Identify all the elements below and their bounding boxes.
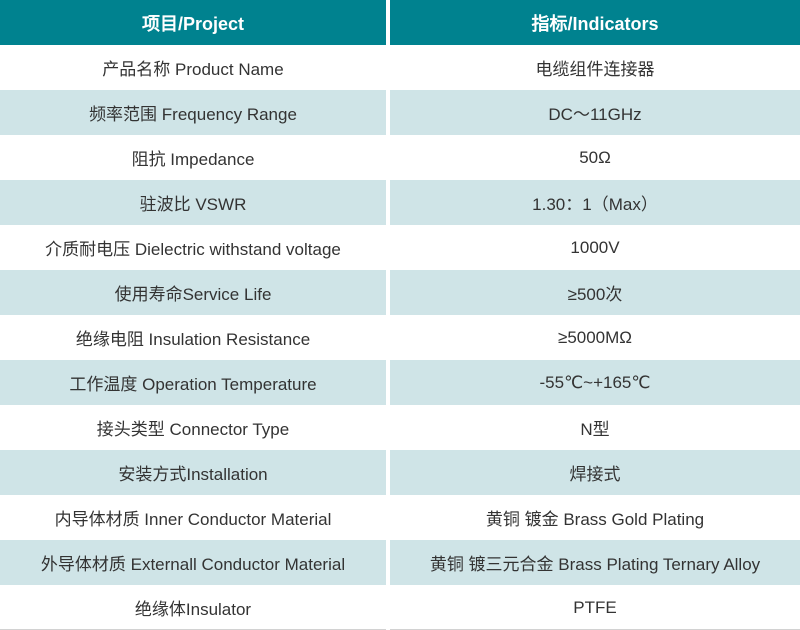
project-cell: 阻抗 Impedance: [0, 135, 390, 180]
table-row: 产品名称 Product Name 电缆组件连接器: [0, 45, 800, 90]
indicator-cell: 50Ω: [579, 147, 611, 167]
indicator-cell: 1.30：1（Max）: [390, 180, 800, 225]
table-row: 接头类型 Connector Type N型: [0, 405, 800, 450]
table-row: 绝缘电阻 Insulation Resistance ≥5000MΩ: [0, 315, 800, 360]
indicator-cell: 焊接式: [390, 450, 800, 495]
column-header-indicators: 指标/Indicators: [390, 0, 800, 45]
indicator-cell: N型: [580, 420, 610, 439]
indicator-cell: PTFE: [573, 597, 617, 617]
indicator-cell: DC～11GHz: [390, 90, 800, 135]
table-row: 使用寿命Service Life ≥500次: [0, 270, 800, 315]
table-row: 阻抗 Impedance 50Ω: [0, 135, 800, 180]
project-cell: 使用寿命Service Life: [0, 270, 390, 315]
indicator-cell: 1000V: [570, 237, 620, 257]
table-row: 驻波比 VSWR 1.30：1（Max）: [0, 180, 800, 225]
indicator-cell: -55℃~+165℃: [390, 360, 800, 405]
table-row: 内导体材质 Inner Conductor Material 黄铜 镀金 Bra…: [0, 495, 800, 540]
table-header: 项目/Project 指标/Indicators: [0, 0, 800, 45]
project-cell: 绝缘电阻 Insulation Resistance: [0, 315, 390, 360]
project-cell: 工作温度 Operation Temperature: [0, 360, 390, 405]
table-row: 绝缘体Insulator PTFE: [0, 585, 800, 630]
project-cell: 产品名称 Product Name: [0, 45, 390, 90]
table-row: 安装方式Installation 焊接式: [0, 450, 800, 495]
table-row: 频率范围 Frequency Range DC～11GHz: [0, 90, 800, 135]
column-header-project: 项目/Project: [0, 0, 390, 45]
project-cell: 驻波比 VSWR: [0, 180, 390, 225]
table-body: 产品名称 Product Name 电缆组件连接器 频率范围 Frequency…: [0, 45, 800, 630]
indicator-cell: ≥5000MΩ: [557, 327, 633, 347]
project-cell: 内导体材质 Inner Conductor Material: [0, 495, 390, 540]
project-cell: 接头类型 Connector Type: [0, 405, 390, 450]
project-cell: 频率范围 Frequency Range: [0, 90, 390, 135]
indicator-cell: 黄铜 镀金 Brass Gold Plating: [485, 510, 705, 529]
table-row: 工作温度 Operation Temperature -55℃~+165℃: [0, 360, 800, 405]
project-cell: 介质耐电压 Dielectric withstand voltage: [0, 225, 390, 270]
table-row: 介质耐电压 Dielectric withstand voltage 1000V: [0, 225, 800, 270]
indicator-cell: ≥500次: [390, 270, 800, 315]
project-cell: 安装方式Installation: [0, 450, 390, 495]
project-cell: 绝缘体Insulator: [0, 585, 390, 630]
indicator-cell: 黄铜 镀三元合金 Brass Plating Ternary Alloy: [390, 540, 800, 585]
indicator-cell: 电缆组件连接器: [535, 60, 655, 79]
table-row: 外导体材质 Externall Conductor Material 黄铜 镀三…: [0, 540, 800, 585]
project-cell: 外导体材质 Externall Conductor Material: [0, 540, 390, 585]
